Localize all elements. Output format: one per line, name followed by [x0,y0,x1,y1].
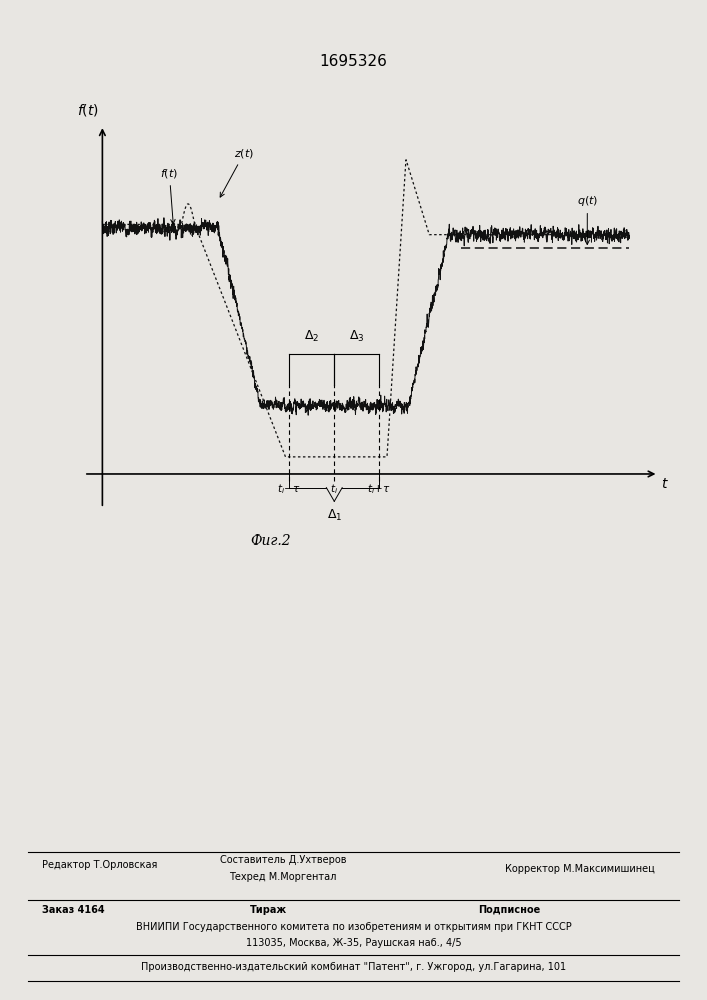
Text: $\Delta_3$: $\Delta_3$ [349,329,364,344]
Text: $q(t)$: $q(t)$ [577,194,598,244]
Text: Производственно-издательский комбинат "Патент", г. Ужгород, ул.Гагарина, 101: Производственно-издательский комбинат "П… [141,962,566,972]
Text: Корректор М.Максимишинец: Корректор М.Максимишинец [505,864,655,874]
Text: Тираж: Тираж [250,905,287,915]
Text: 1695326: 1695326 [320,54,387,70]
Text: Составитель Д.Ухтверов: Составитель Д.Ухтверов [220,855,346,865]
Text: Подписное: Подписное [478,905,540,915]
Text: Заказ 4164: Заказ 4164 [42,905,105,915]
Text: $t$: $t$ [661,477,669,491]
Text: Техред М.Моргентал: Техред М.Моргентал [229,872,337,882]
Text: $f(t)$: $f(t)$ [160,167,178,224]
Text: $t_i\!+\!\tau$: $t_i\!+\!\tau$ [367,483,391,496]
Text: ВНИИПИ Государственного комитета по изобретениям и открытиям при ГКНТ СССР: ВНИИПИ Государственного комитета по изоб… [136,922,571,932]
Text: Фиг.2: Фиг.2 [251,534,291,548]
Text: $t_i$: $t_i$ [330,483,339,496]
Text: $\Delta_1$: $\Delta_1$ [327,508,342,523]
Text: 113035, Москва, Ж-35, Раушская наб., 4/5: 113035, Москва, Ж-35, Раушская наб., 4/5 [246,938,461,948]
Text: $\Delta_2$: $\Delta_2$ [304,329,320,344]
Text: Редактор Т.Орловская: Редактор Т.Орловская [42,860,158,870]
Text: $t_i\!-\!\tau$: $t_i\!-\!\tau$ [277,483,301,496]
Text: $z(t)$: $z(t)$ [220,147,254,197]
Text: $f(t)$: $f(t)$ [76,102,98,118]
